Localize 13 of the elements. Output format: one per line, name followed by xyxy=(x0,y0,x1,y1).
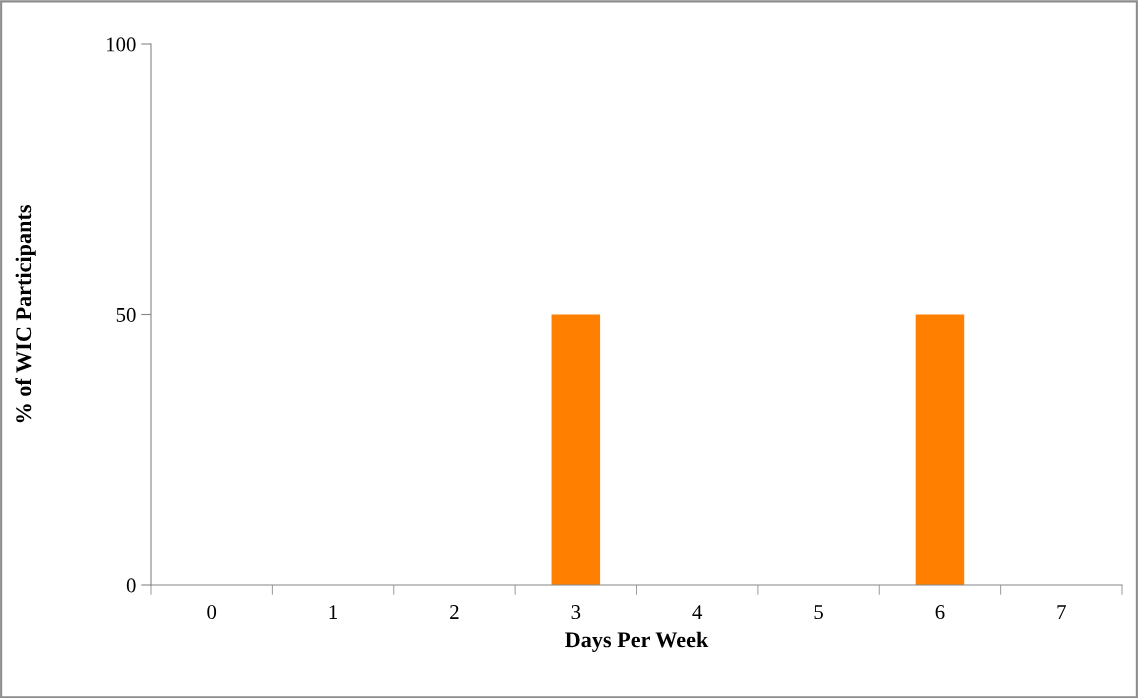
x-tick-label: 1 xyxy=(329,605,338,619)
x-tick-label: 7 xyxy=(1057,605,1066,619)
x-tick-label: 3 xyxy=(571,605,581,620)
y-tick-label: 0 xyxy=(126,578,136,593)
x-tick-label: 2 xyxy=(450,605,459,619)
x-tick-label: 6 xyxy=(935,605,945,620)
y-axis-title: % of WIC Participants xyxy=(15,205,36,423)
y-tick-label: 100 xyxy=(107,37,136,52)
x-tick-label: 4 xyxy=(692,605,703,619)
x-axis-title: Days Per Week xyxy=(565,631,709,652)
x-tick-label: 0 xyxy=(207,605,217,620)
x-tick-label: 5 xyxy=(814,605,823,620)
y-tick-label: 50 xyxy=(116,307,136,322)
